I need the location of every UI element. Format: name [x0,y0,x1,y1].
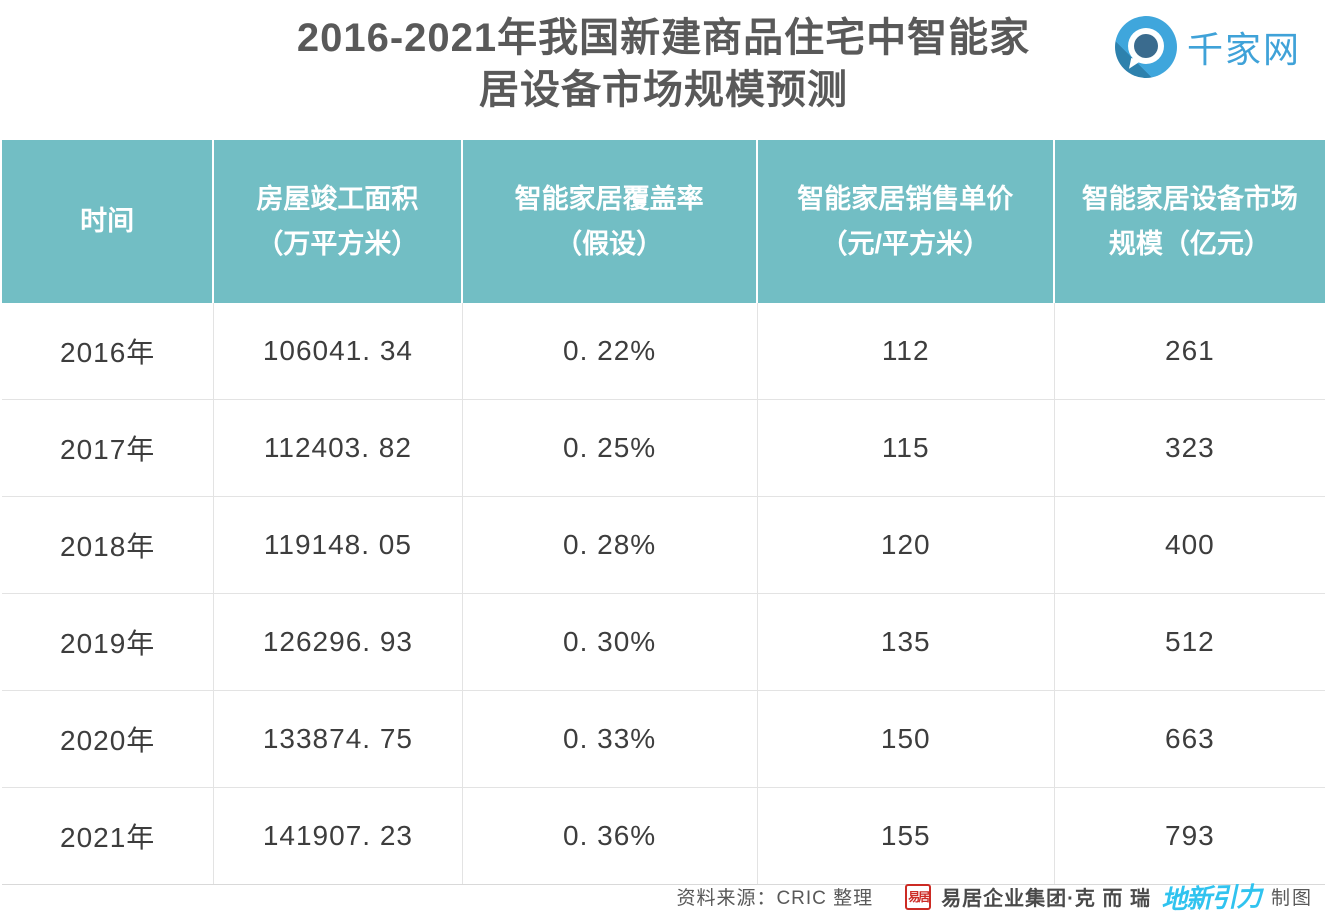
table-body: 2016年 106041. 34 0. 22% 112 261 2017年 11… [2,303,1325,885]
logo-tail-shape [1128,57,1143,72]
cell-completed-area: 112403. 82 [214,400,463,496]
column-header-line: 智能家居销售单价 [797,183,1014,214]
cell-market-size: 400 [1165,529,1215,560]
title-block: 2016-2021年我国新建商品住宅中智能家 居设备市场规模预测 [0,0,1327,116]
cell-coverage-rate: 0. 33% [463,691,758,787]
cell-unit-price: 150 [758,691,1055,787]
cric-company-text: 易居企业集团·克 而 瑞 [941,888,1151,910]
data-source-text: 资料来源：CRIC 整理 [676,888,874,909]
column-header-completed-area: 房屋竣工面积 （万平方米） [214,140,463,303]
footer: 资料来源：CRIC 整理 易居 易居企业集团·克 而 瑞 地新引力 制图 [0,879,1313,914]
table-row-2018: 2018年 119148. 05 0. 28% 120 400 [2,496,1325,593]
cell-unit-price: 155 [758,788,1055,884]
table-row-2020: 2020年 133874. 75 0. 33% 150 663 [2,690,1325,787]
cell-unit-price: 115 [758,400,1055,496]
table-row-2021: 2021年 141907. 23 0. 36% 155 793 [2,787,1325,884]
column-header-line: （元/平方米） [820,228,990,259]
column-header-market-size: 智能家居设备市场 规模（亿元） [1055,140,1325,303]
cell-coverage-rate: 0. 28% [463,497,758,593]
column-header-line: 时间 [80,206,135,236]
logo-dot-shape [1133,34,1158,58]
qianjia-logo-text: 千家网 [1186,29,1301,70]
cell-completed-area: 106041. 34 [214,303,463,399]
cell-market-size: 512 [1165,626,1215,657]
table-row-2016: 2016年 106041. 34 0. 22% 112 261 [2,303,1325,399]
logo-ring-shape [1127,28,1164,64]
chart-maker-text: 制图 [1270,888,1313,909]
dixinyinli-logo-text: 地新引力 [1160,881,1262,914]
cell-unit-price: 112 [758,303,1055,399]
cell-completed-area: 126296. 93 [214,594,463,690]
column-header-coverage-rate: 智能家居覆盖率 （假设） [463,140,758,303]
cell-coverage-rate: 0. 25% [463,400,758,496]
page-title-line-2: 居设备市场规模预测 [479,68,848,112]
table-row-2017: 2017年 112403. 82 0. 25% 115 323 [2,399,1325,496]
cell-year: 2018年 [2,497,215,593]
cell-completed-area: 133874. 75 [214,691,463,787]
column-header-time: 时间 [2,140,215,303]
cell-coverage-rate: 0. 30% [463,594,758,690]
column-header-unit-price: 智能家居销售单价 （元/平方米） [758,140,1055,303]
cell-year: 2020年 [2,691,215,787]
cell-market-size: 793 [1165,820,1215,851]
cell-year: 2016年 [2,303,215,399]
column-header-line: 规模（亿元） [1108,228,1271,259]
column-header-line: （万平方米） [256,228,419,259]
cell-year: 2021年 [2,788,215,884]
cell-coverage-rate: 0. 36% [463,788,758,884]
column-header-line: 智能家居设备市场 [1081,183,1298,214]
cell-unit-price: 120 [758,497,1055,593]
page-title-line-1: 2016-2021年我国新建商品住宅中智能家 [296,16,1031,60]
table-row-2019: 2019年 126296. 93 0. 30% 135 512 [2,593,1325,690]
cell-market-size: 323 [1165,432,1215,463]
cell-unit-price: 135 [758,594,1055,690]
qianjia-logo: 千家网 [1114,16,1301,78]
column-header-line: 智能家居覆盖率 [514,183,704,214]
cell-market-size: 663 [1165,723,1215,754]
data-table: 时间 房屋竣工面积 （万平方米） 智能家居覆盖率 （假设） 智能家居销售单价 （… [2,140,1325,885]
table-header-row: 时间 房屋竣工面积 （万平方米） 智能家居覆盖率 （假设） 智能家居销售单价 （… [2,140,1325,303]
cell-year: 2017年 [2,400,215,496]
column-header-line: （假设） [555,228,664,259]
qianjia-speech-bubble-icon [1114,16,1177,78]
cell-year: 2019年 [2,594,215,690]
cell-coverage-rate: 0. 22% [463,303,758,399]
cell-market-size: 261 [1165,335,1215,366]
column-header-line: 房屋竣工面积 [256,183,419,214]
cell-completed-area: 119148. 05 [214,497,463,593]
yiju-seal-icon: 易居 [905,883,932,910]
cell-completed-area: 141907. 23 [214,788,463,884]
